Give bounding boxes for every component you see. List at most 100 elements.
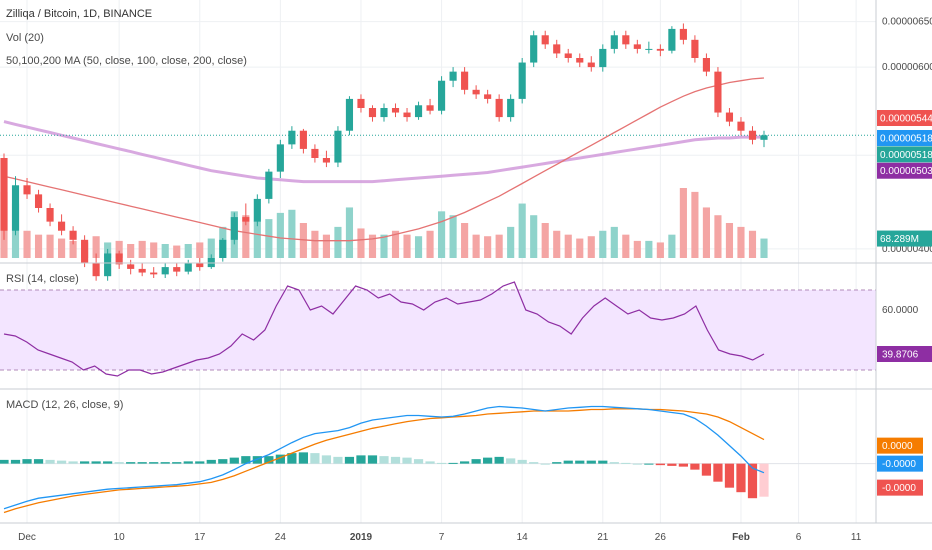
candle-body: [127, 264, 135, 269]
macd-histogram-bar: [344, 456, 355, 464]
rsi-tick-label: 60.0000: [882, 305, 919, 316]
candle: [599, 44, 607, 72]
candle: [69, 226, 77, 245]
candle: [426, 98, 434, 115]
rsi-legend[interactable]: RSI (14, close): [6, 273, 79, 285]
volume-bar: [58, 238, 66, 258]
candle: [92, 253, 100, 281]
macd-histogram-bar: [621, 462, 631, 464]
candle-body: [150, 272, 158, 275]
macd-histogram-bar: [68, 461, 78, 464]
candle: [461, 67, 469, 95]
time-tick-label: Feb: [732, 532, 750, 543]
volume-bar: [207, 238, 215, 258]
candle: [495, 94, 503, 122]
volume-bar: [334, 226, 342, 258]
candle: [322, 150, 330, 168]
candle: [484, 89, 492, 104]
macd-histogram-bar: [91, 461, 101, 464]
time-tick-label: 26: [655, 532, 667, 543]
candle-body: [322, 158, 330, 163]
volume-legend[interactable]: Vol (20): [6, 32, 44, 44]
volume-bar: [34, 234, 43, 258]
volume-bar: [748, 230, 757, 258]
time-tick-label: 21: [597, 532, 609, 543]
candle: [161, 262, 169, 278]
volume-bar: [691, 191, 699, 258]
candle: [472, 85, 480, 99]
candle-body: [760, 135, 768, 140]
candle-body: [299, 130, 307, 149]
candle: [702, 53, 710, 77]
candle: [242, 203, 250, 226]
macd-histogram-bar: [356, 455, 366, 464]
candle: [760, 130, 768, 148]
macd-histogram-bar: [494, 456, 504, 464]
time-tick-label: 10: [114, 532, 126, 543]
candle: [115, 250, 123, 269]
volume-badge: [877, 230, 932, 247]
candle: [587, 56, 595, 72]
candle: [173, 262, 181, 277]
rsi-band: [0, 290, 876, 370]
volume-bar: [368, 234, 377, 258]
volume-bar: [518, 203, 526, 258]
volume-bar: [645, 240, 653, 258]
candle-body: [461, 71, 469, 90]
ma-legend[interactable]: 50,100,200 MA (50, close, 100, close, 20…: [6, 55, 247, 67]
candle-body: [253, 198, 261, 222]
time-tick-label: Dec: [18, 532, 36, 543]
volume-bar: [599, 230, 607, 258]
price-badge: [877, 130, 932, 146]
volume-bar: [138, 240, 146, 258]
candle: [691, 35, 699, 63]
macd-histogram-bar: [736, 463, 746, 493]
macd-histogram-bar: [460, 461, 470, 464]
volume-bar: [288, 209, 296, 258]
candle: [58, 214, 66, 236]
candle-body: [518, 62, 526, 99]
candle-body: [161, 267, 169, 275]
candle-body: [391, 108, 400, 113]
candle: [449, 67, 457, 88]
volume-bar: [173, 245, 181, 258]
macd-histogram-bar: [56, 460, 67, 464]
macd-histogram-bar: [529, 462, 539, 464]
candle: [633, 39, 641, 54]
macd-histogram-bar: [114, 462, 124, 464]
macd-histogram-bar: [310, 453, 320, 464]
candle: [391, 103, 400, 118]
candle-body: [81, 239, 89, 263]
macd-histogram-bar: [80, 461, 90, 464]
candle: [311, 144, 319, 163]
time-tick-label: 2019: [350, 532, 373, 543]
macd-badge: [877, 455, 923, 472]
volume-bar: [391, 230, 400, 258]
macd-histogram-bar: [298, 452, 308, 464]
macd-panel: [0, 392, 876, 522]
candle-body: [69, 230, 77, 240]
volume-bar: [656, 242, 664, 258]
symbol-title[interactable]: Zilliqa / Bitcoin, 1D, BINANCE: [6, 8, 152, 20]
macd-legend[interactable]: MACD (12, 26, close, 9): [6, 399, 123, 411]
candle-body: [414, 105, 423, 118]
macd-histogram-bar: [402, 457, 412, 464]
candle: [438, 76, 446, 115]
price-badge: [877, 162, 932, 179]
volume-bar: [760, 238, 768, 258]
macd-histogram-bar: [506, 458, 516, 464]
candle-body: [380, 108, 388, 118]
candle-body: [219, 239, 227, 258]
candle-body: [196, 262, 204, 268]
macd-histogram-bar: [126, 462, 136, 464]
volume-bar: [311, 230, 319, 258]
candle: [184, 259, 192, 275]
candle-body: [576, 58, 584, 63]
candle-body: [587, 62, 595, 68]
price-badge-label: 0.00000518: [880, 150, 932, 161]
macd-histogram-bar: [575, 460, 585, 464]
candle: [507, 94, 515, 122]
ma-200-line: [3, 120, 764, 184]
